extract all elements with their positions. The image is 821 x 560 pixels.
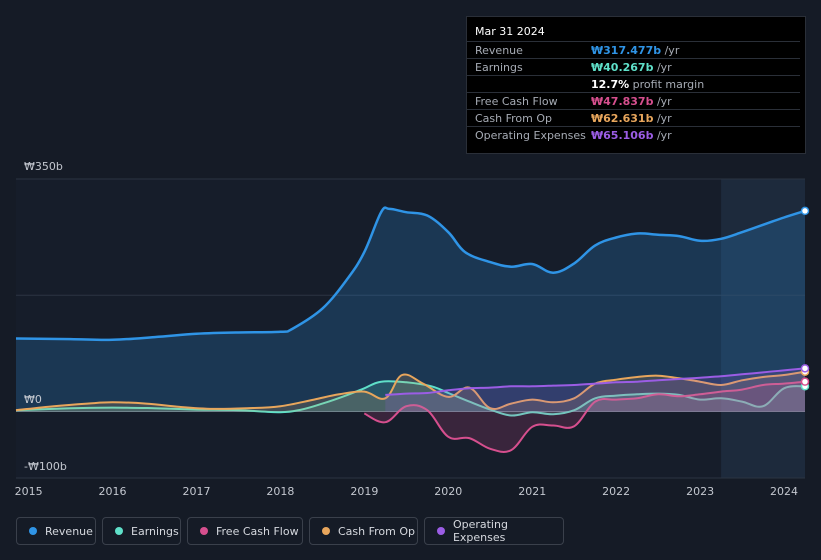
- tooltip-row: Operating Expenses ₩65.106b /yr: [467, 126, 800, 144]
- tooltip-row-value: ₩40.267b /yr: [591, 61, 672, 74]
- series-area-opex: [385, 368, 805, 412]
- legend-item-revenue[interactable]: Revenue: [16, 517, 96, 545]
- tooltip-row-label: Free Cash Flow: [475, 95, 558, 108]
- tooltip-row-value: ₩47.837b /yr: [591, 95, 672, 108]
- legend-dot-icon: [437, 527, 445, 535]
- axis-layer: ₩350b ₩0 -₩100b 2015 2016 2017 2018 2019 2020 202…: [15, 160, 798, 498]
- tooltip-row: Earnings ₩40.267b /yr: [467, 58, 800, 76]
- series-line-revenue: [15, 206, 806, 342]
- x-tick-label: 2020: [434, 485, 462, 498]
- grid: [16, 178, 805, 479]
- tooltip-value-unit: /yr: [661, 44, 680, 57]
- tooltip-row-label: Earnings: [475, 61, 523, 74]
- series-area-cfo: [16, 371, 805, 412]
- series-area-revenue: [16, 207, 805, 412]
- marker-layer: [800, 206, 810, 391]
- tooltip-row-label: Cash From Op: [475, 112, 553, 125]
- tooltip-value-number: ₩62.631b: [591, 112, 654, 125]
- legend-dot-icon: [322, 527, 330, 535]
- tooltip-row-value: 12.7% profit margin: [591, 78, 704, 91]
- series-area-earnings: [16, 381, 805, 416]
- legend-label: Cash From Op: [338, 524, 416, 538]
- series-line-fcf: [363, 380, 806, 453]
- tooltip-row-value: ₩62.631b /yr: [591, 112, 672, 125]
- series-area-fcf: [364, 381, 805, 452]
- tooltip-value-unit: /yr: [653, 129, 672, 142]
- legend-label: Free Cash Flow: [216, 524, 299, 538]
- tooltip-row-label: Operating Expenses: [475, 129, 586, 142]
- legend-item-cash-from-op[interactable]: Cash From Op: [309, 517, 418, 545]
- tooltip-row: Cash From Op ₩62.631b /yr: [467, 109, 800, 127]
- series-layer: [15, 206, 806, 453]
- tooltip-row-value: ₩65.106b /yr: [591, 129, 672, 142]
- tooltip-value-number: ₩317.477b: [591, 44, 662, 57]
- tooltip-value-number: 12.7%: [591, 78, 630, 91]
- tooltip-value-unit: /yr: [653, 95, 672, 108]
- series-line-opex: [385, 367, 806, 396]
- series-end-marker-fcf: [800, 377, 810, 386]
- x-tick-label: 2019: [350, 485, 378, 498]
- x-tick-label: 2018: [266, 485, 294, 498]
- highlight-region: [721, 179, 805, 478]
- tooltip-row: 12.7% profit margin: [467, 75, 800, 93]
- legend-label: Earnings: [131, 524, 179, 538]
- legend-item-free-cash-flow[interactable]: Free Cash Flow: [187, 517, 303, 545]
- plot-background: [16, 179, 805, 478]
- x-tick-label: 2016: [99, 485, 127, 498]
- tooltip-row: Free Cash Flow ₩47.837b /yr: [467, 92, 800, 110]
- legend-dot-icon: [115, 527, 123, 535]
- series-end-marker-revenue: [800, 206, 810, 216]
- tooltip-value-number: ₩47.837b: [591, 95, 654, 108]
- legend-item-earnings[interactable]: Earnings: [102, 517, 181, 545]
- tooltip-value-unit: profit margin: [629, 78, 705, 91]
- x-tick-label: 2022: [602, 485, 630, 498]
- legend-dot-icon: [29, 527, 37, 535]
- legend-label: Operating Expenses: [452, 518, 508, 544]
- y-tick-label: ₩350b: [24, 160, 63, 173]
- tooltip-row-label: Revenue: [475, 44, 523, 57]
- tooltip-value-number: ₩40.267b: [591, 61, 654, 74]
- x-tick-label: 2024: [770, 485, 798, 498]
- tooltip-row-value: ₩317.477b /yr: [591, 44, 679, 57]
- series-end-marker-opex: [800, 364, 810, 373]
- tooltip-value-number: ₩65.106b: [591, 129, 654, 142]
- y-tick-label: ₩0: [24, 393, 42, 406]
- y-tick-label: -₩100b: [24, 460, 67, 473]
- legend-dot-icon: [200, 527, 208, 535]
- legend-item-operating-expenses[interactable]: Operating Expenses: [424, 517, 564, 545]
- tooltip-value-unit: /yr: [653, 112, 672, 125]
- series-line-earnings: [15, 380, 806, 417]
- legend-label: Revenue: [45, 524, 93, 538]
- x-tick-label: 2023: [686, 485, 714, 498]
- tooltip-value-unit: /yr: [653, 61, 672, 74]
- tooltip-row: Revenue ₩317.477b /yr: [467, 41, 800, 59]
- x-tick-label: 2017: [182, 485, 210, 498]
- tooltip-panel: Mar 31 2024 Revenue ₩317.477b /yr Earnings…: [466, 16, 806, 154]
- x-tick-label: 2015: [15, 485, 43, 498]
- tooltip-date: Mar 31 2024: [475, 25, 545, 38]
- x-tick-label: 2021: [518, 485, 546, 498]
